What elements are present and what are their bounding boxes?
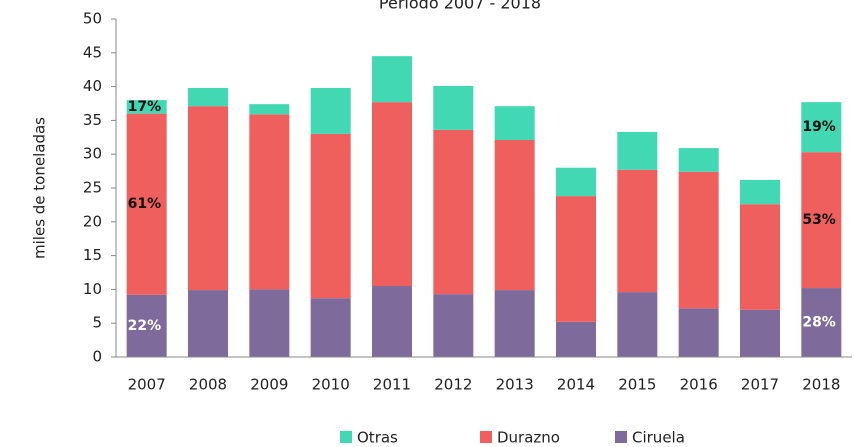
- bar-segment: [310, 87, 351, 134]
- y-tick-label: 0: [92, 348, 102, 366]
- x-tick-label: 2014: [557, 376, 595, 394]
- y-tick-label: 25: [83, 179, 102, 197]
- bar-segment: [126, 100, 167, 114]
- bar-segment: [433, 294, 474, 357]
- bar-segment: [494, 106, 535, 141]
- legend-swatch: [480, 431, 492, 443]
- x-tick-label: 2011: [373, 376, 411, 394]
- bar-segment: [801, 288, 842, 357]
- x-tick-label: 2018: [802, 376, 840, 394]
- bar-segment: [188, 87, 228, 107]
- bar-segment: [372, 56, 412, 103]
- x-tick-label: 2016: [680, 376, 718, 394]
- y-tick-label: 50: [83, 10, 102, 28]
- share-label: 53%: [802, 212, 836, 228]
- share-label: 22%: [128, 318, 162, 334]
- bar-segment: [740, 204, 780, 310]
- bar-segment: [556, 167, 596, 197]
- bar-segment: [556, 321, 596, 357]
- y-tick-label: 20: [83, 212, 102, 230]
- bar-segment: [126, 113, 167, 295]
- share-label: 61%: [128, 196, 162, 212]
- y-tick-label: 35: [83, 111, 102, 129]
- bar-segment: [433, 129, 474, 295]
- share-label: 17%: [128, 99, 162, 115]
- x-tick-label: 2007: [128, 376, 166, 394]
- bar-segment: [494, 140, 535, 291]
- y-axis-label: miles de toneladas: [31, 117, 49, 259]
- bar-segment: [617, 169, 658, 293]
- bar-segment: [494, 290, 535, 357]
- legend-label: Ciruela: [632, 429, 685, 447]
- x-tick-label: 2009: [250, 376, 288, 394]
- legend-label: Otras: [357, 429, 398, 447]
- x-tick-label: 2015: [618, 376, 656, 394]
- legend-swatch: [615, 431, 627, 443]
- bar-segment: [310, 298, 351, 357]
- bar-segment: [188, 106, 228, 291]
- bar-segment: [801, 152, 842, 289]
- bar-segment: [249, 114, 290, 290]
- bar-segment: [678, 148, 719, 172]
- legend-label: Durazno: [497, 429, 560, 447]
- bar-segment: [372, 102, 412, 287]
- bar-segment: [188, 290, 228, 357]
- bar-segment: [678, 308, 719, 357]
- y-tick-label: 30: [83, 145, 102, 163]
- bar-segment: [249, 104, 290, 115]
- bar-segment: [310, 133, 351, 299]
- bar-segment: [801, 102, 842, 153]
- x-tick-label: 2012: [434, 376, 472, 394]
- chart-title: Periodo 2007 - 2018: [379, 0, 541, 13]
- y-tick-label: 10: [83, 280, 102, 298]
- share-label: 19%: [802, 119, 836, 135]
- y-tick-label: 45: [83, 43, 102, 61]
- x-tick-label: 2008: [189, 376, 227, 394]
- bar-segment: [740, 179, 780, 205]
- bar-segment: [556, 196, 596, 322]
- bar-segment: [126, 294, 167, 357]
- bar-segment: [433, 85, 474, 130]
- y-tick-label: 40: [83, 77, 102, 95]
- bar-segment: [372, 286, 412, 357]
- bar-segment: [249, 289, 290, 357]
- bar-segment: [740, 309, 780, 357]
- legend-swatch: [340, 431, 352, 443]
- x-tick-label: 2017: [741, 376, 779, 394]
- bar-segment: [617, 292, 658, 357]
- x-tick-label: 2010: [312, 376, 350, 394]
- y-tick-label: 5: [92, 314, 102, 332]
- y-tick-label: 15: [83, 246, 102, 264]
- bar-segment: [617, 131, 658, 170]
- share-label: 28%: [802, 315, 836, 331]
- x-tick-label: 2013: [496, 376, 534, 394]
- bar-segment: [678, 171, 719, 309]
